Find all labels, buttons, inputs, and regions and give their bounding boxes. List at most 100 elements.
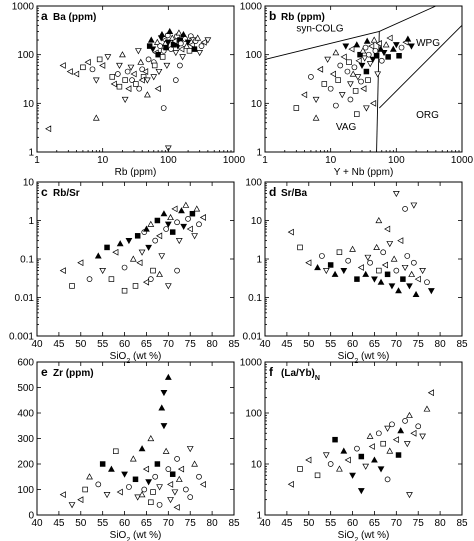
data-point [177, 465, 185, 473]
data-point [375, 216, 383, 224]
data-point [371, 456, 378, 463]
data-point [375, 430, 382, 437]
data-point [297, 466, 303, 472]
x-tick-label: 60 [119, 518, 131, 529]
data-point [349, 245, 356, 252]
data-point [171, 205, 178, 213]
data-point [103, 492, 111, 499]
y-tick-label: 0.001 [9, 332, 34, 343]
data-point [121, 96, 129, 104]
data-point [139, 66, 146, 73]
plot-frame [264, 5, 463, 153]
data-point [414, 275, 421, 283]
x-tick-label: 65 [369, 339, 381, 350]
data-point [191, 233, 198, 240]
y-tick-label: 10 [251, 216, 263, 227]
data-point [408, 270, 416, 277]
data-point [113, 448, 119, 455]
data-point [186, 225, 193, 233]
data-point [400, 276, 406, 282]
data-point [82, 486, 88, 493]
field-boundaries: syn-COLG WPG VAG ORG [264, 5, 463, 153]
x-tick-label: 45 [53, 518, 65, 529]
data-point [175, 29, 183, 36]
data-point [130, 70, 137, 78]
field-label: ORG [416, 110, 439, 121]
data-point [293, 105, 300, 111]
x-tick-label: 40 [31, 518, 43, 529]
data-point [163, 226, 169, 232]
data-point [371, 276, 378, 283]
y-tick-label: 1000 [240, 358, 263, 369]
x-tick-label: 45 [53, 339, 65, 350]
data-point [174, 456, 180, 462]
data-point [370, 99, 377, 107]
data-point [185, 216, 191, 222]
data-point [141, 486, 148, 493]
data-point [200, 38, 207, 46]
data-point [373, 243, 381, 251]
data-point [314, 472, 321, 479]
x-tick-label: 80 [435, 518, 447, 529]
data-point [108, 465, 115, 472]
data-point [193, 205, 201, 212]
data-point [401, 264, 409, 272]
panel-letter: e [41, 365, 48, 379]
data-point [377, 466, 385, 473]
data-point [382, 41, 390, 48]
data-point [86, 473, 93, 480]
data-point [354, 445, 360, 452]
data-point [145, 56, 152, 63]
data-point [364, 254, 372, 261]
plot-frame [36, 361, 235, 516]
data-point [160, 390, 168, 397]
field-label: WPG [416, 38, 440, 49]
data-point [344, 456, 351, 464]
data-point [287, 228, 294, 236]
data-point [160, 210, 168, 217]
x-tick-label: 70 [163, 339, 175, 350]
data-point [376, 267, 382, 274]
x-axis-label: SiO2 (wt %) [338, 351, 390, 365]
data-point [134, 494, 142, 501]
data-point [406, 283, 413, 290]
x-tick-label: 80 [207, 518, 219, 529]
x-tick-label: 65 [141, 518, 153, 529]
data-point [136, 259, 143, 267]
data-point [347, 81, 354, 88]
data-point [362, 105, 370, 112]
data-point [132, 283, 139, 289]
data-point [160, 423, 168, 430]
plot-frame [264, 361, 463, 516]
data-point [150, 74, 158, 81]
data-point [196, 221, 202, 228]
data-point [125, 238, 133, 245]
data-point [384, 425, 391, 432]
data-point [151, 62, 158, 69]
data-point [153, 38, 161, 45]
data-point [116, 83, 123, 90]
data-point [178, 207, 185, 214]
x-tick-label: 10 [97, 155, 109, 166]
data-point [92, 77, 100, 84]
data-point [77, 259, 84, 267]
data-point [126, 484, 132, 490]
data-point [322, 452, 330, 459]
data-point [45, 125, 52, 133]
data-point [138, 491, 146, 498]
panel-letter: c [41, 185, 48, 199]
data-point [134, 48, 142, 55]
y-tick-label: 10 [251, 460, 263, 471]
data-point [340, 267, 348, 275]
data-point [374, 71, 382, 78]
panel-c: 40 45 50 55 60 65 70 75 80 85 0.001 0.01 0.1 1 10 c Rb/S… [9, 178, 240, 365]
data-point [348, 45, 355, 53]
data-point [410, 429, 417, 437]
data-point [116, 240, 124, 247]
data-point [362, 463, 370, 470]
data-point [191, 46, 198, 52]
x-tick-label: 55 [97, 339, 109, 350]
panel-letter: b [269, 9, 276, 23]
panel-a: 1 10 100 1000 1 10 100 1000 a Ba (ppm) Rb (ppm) [12, 2, 246, 179]
data-point [335, 77, 341, 83]
